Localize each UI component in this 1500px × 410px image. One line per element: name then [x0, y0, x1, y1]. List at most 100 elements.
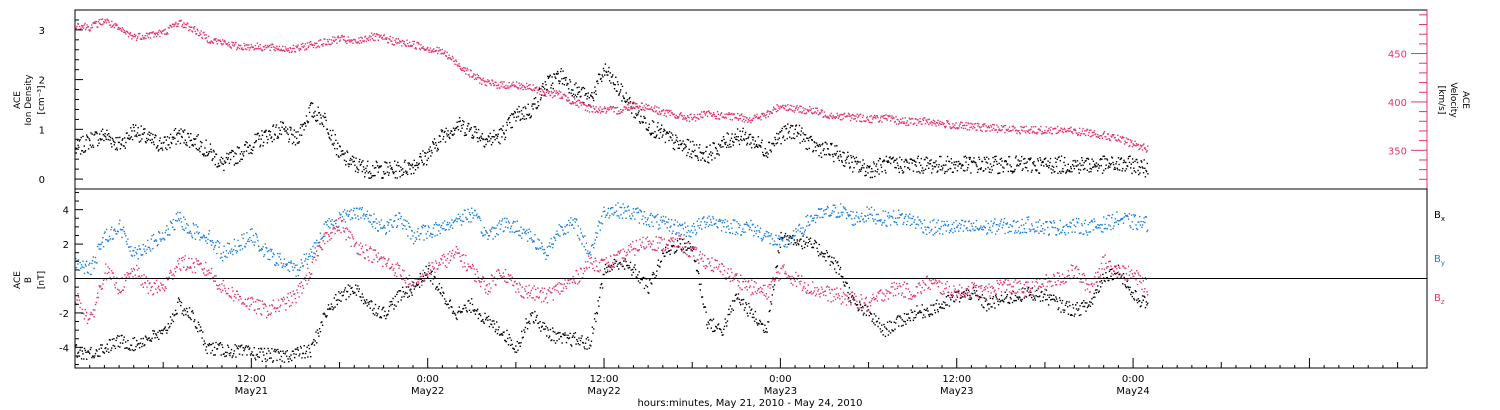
- velocity-point: [121, 30, 123, 32]
- density-point: [825, 153, 828, 156]
- velocity-point: [348, 39, 350, 41]
- bx-point: [1080, 302, 1083, 305]
- by-point: [143, 248, 145, 250]
- by-point: [119, 219, 121, 222]
- bx-point: [972, 293, 974, 295]
- velocity-point: [404, 43, 406, 46]
- density-point: [675, 134, 677, 136]
- bx-point: [953, 301, 956, 303]
- bx-point: [960, 297, 962, 299]
- velocity-point: [292, 44, 295, 47]
- velocity-point: [881, 116, 884, 118]
- velocity-point: [798, 111, 800, 113]
- velocity-point: [511, 83, 513, 85]
- bx-point: [857, 309, 859, 312]
- velocity-point: [335, 38, 337, 41]
- density-point: [678, 144, 680, 146]
- bx-point: [212, 342, 214, 344]
- velocity-point: [891, 117, 894, 120]
- velocity-point: [423, 48, 426, 51]
- bx-point: [981, 304, 983, 306]
- bx-point: [706, 327, 709, 329]
- bx-point: [894, 328, 896, 330]
- velocity-point: [463, 66, 465, 69]
- density-point: [299, 127, 302, 129]
- velocity-point: [830, 112, 832, 115]
- velocity-point: [932, 122, 934, 124]
- density-point: [713, 142, 715, 145]
- velocity-point: [303, 45, 305, 47]
- velocity-point: [584, 109, 587, 111]
- velocity-point: [487, 79, 489, 81]
- bx-point: [447, 303, 449, 305]
- velocity-point: [154, 33, 156, 36]
- density-point: [921, 170, 923, 172]
- bx-point: [925, 309, 927, 311]
- density-point: [605, 70, 607, 73]
- density-point: [283, 128, 286, 130]
- bx-point: [892, 330, 895, 332]
- bx-point: [729, 305, 732, 307]
- density-point: [786, 137, 788, 140]
- bx-point: [693, 259, 696, 262]
- bx-point: [393, 308, 395, 310]
- bx-point: [825, 250, 828, 252]
- density-point: [233, 164, 235, 166]
- density-point: [384, 161, 386, 163]
- bx-point: [956, 291, 958, 293]
- density-point: [143, 132, 145, 134]
- density-point: [433, 143, 435, 145]
- velocity-point: [839, 114, 841, 116]
- bx-point: [657, 259, 660, 261]
- density-point: [545, 84, 547, 86]
- density-ylabel-line1: ACE: [13, 91, 23, 109]
- density-point: [294, 136, 296, 138]
- bx-point: [81, 350, 83, 352]
- bx-point: [234, 344, 236, 346]
- by-point: [142, 244, 144, 246]
- bx-point: [713, 330, 715, 332]
- bx-point: [146, 338, 148, 340]
- density-point: [1030, 157, 1032, 159]
- density-point: [730, 146, 732, 148]
- by-point: [158, 231, 160, 233]
- velocity-point: [855, 120, 858, 122]
- velocity-point: [257, 48, 259, 50]
- velocity-point: [247, 47, 249, 49]
- bx-point: [172, 313, 174, 315]
- bx-point: [410, 292, 413, 294]
- bx-point: [370, 300, 372, 302]
- velocity-point: [383, 34, 385, 36]
- density-point: [562, 70, 564, 72]
- density-point: [348, 165, 350, 168]
- density-point: [1067, 163, 1069, 165]
- density-point: [591, 96, 594, 98]
- velocity-point: [889, 115, 891, 117]
- density-point: [242, 155, 245, 157]
- bx-point: [631, 274, 633, 276]
- velocity-point: [260, 49, 263, 51]
- velocity-point: [429, 49, 431, 51]
- velocity-point: [1129, 144, 1131, 147]
- bx-point: [112, 344, 114, 347]
- bx-point: [1083, 305, 1086, 308]
- bx-point: [579, 339, 582, 342]
- density-point: [837, 157, 839, 159]
- density-point: [459, 120, 461, 122]
- bx-point: [517, 349, 519, 351]
- velocity-point: [515, 85, 517, 88]
- velocity-point: [1114, 136, 1116, 139]
- density-point: [673, 142, 675, 144]
- density-point: [1077, 164, 1079, 166]
- velocity-point: [293, 47, 295, 50]
- bx-point: [762, 323, 764, 325]
- bx-point: [788, 237, 790, 239]
- bx-point: [493, 323, 496, 325]
- bx-point: [361, 293, 363, 295]
- bx-point: [250, 353, 252, 355]
- bx-point: [471, 303, 474, 306]
- velocity-point: [443, 52, 446, 54]
- density-point: [163, 141, 165, 144]
- bx-point: [1103, 279, 1106, 282]
- velocity-point: [141, 38, 143, 40]
